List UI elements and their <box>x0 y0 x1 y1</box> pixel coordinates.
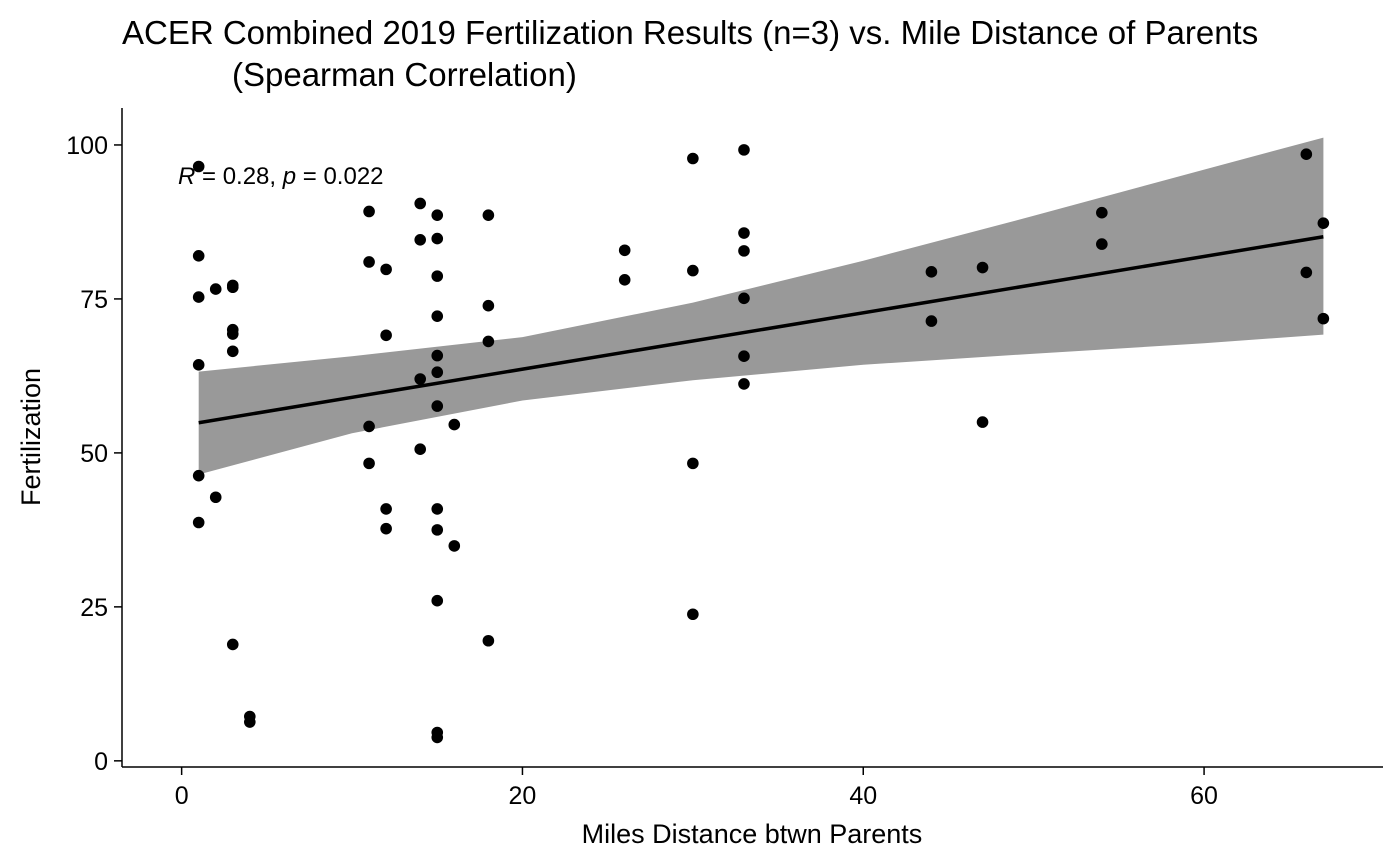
data-point <box>209 491 222 504</box>
data-point <box>414 443 427 456</box>
x-tick-label: 0 <box>175 782 189 810</box>
data-point <box>226 345 239 358</box>
x-tick-label: 40 <box>849 782 877 810</box>
data-point <box>687 152 699 165</box>
data-point <box>380 503 392 515</box>
y-tick-label: 25 <box>80 594 108 622</box>
data-point <box>431 503 444 515</box>
data-point <box>431 270 444 282</box>
data-point <box>431 349 444 362</box>
y-tick-label: 75 <box>80 286 108 314</box>
r-value: = 0.28, <box>195 163 282 190</box>
y-ticks: 0 25 50 75 100 <box>66 132 122 776</box>
data-point <box>482 299 495 312</box>
regression-line <box>198 234 1324 425</box>
data-point <box>1317 217 1330 229</box>
data-point <box>976 416 989 428</box>
data-point <box>431 400 444 412</box>
data-point <box>618 244 631 257</box>
chart-title: ACER Combined 2019 Fertilization Results… <box>122 14 1258 51</box>
y-tick-label: 100 <box>66 132 108 160</box>
data-point <box>192 291 205 303</box>
data-point <box>363 256 375 268</box>
data-point <box>738 227 750 239</box>
data-point <box>738 144 750 156</box>
data-point <box>738 350 750 363</box>
data-point <box>192 516 205 529</box>
data-point <box>687 457 699 470</box>
data-point <box>738 378 750 390</box>
data-point <box>380 329 392 342</box>
data-point <box>192 160 205 173</box>
data-point <box>414 234 427 246</box>
data-point <box>448 540 461 552</box>
data-point <box>431 731 444 744</box>
data-point <box>431 310 444 322</box>
data-point <box>1096 238 1108 250</box>
chart-subtitle: (Spearman Correlation) <box>232 56 577 93</box>
data-point <box>1317 312 1330 325</box>
data-point <box>431 232 444 245</box>
data-point <box>687 608 699 621</box>
data-point <box>482 634 495 647</box>
data-point <box>448 418 461 431</box>
x-axis-title: Miles Distance btwn Parents <box>582 819 923 849</box>
plot-area <box>192 137 1330 744</box>
data-point <box>738 245 750 257</box>
data-point <box>226 328 239 340</box>
data-point <box>431 524 444 536</box>
data-point <box>363 420 375 433</box>
data-point <box>192 469 205 482</box>
r-symbol: R <box>178 163 195 190</box>
p-symbol: p <box>282 163 296 190</box>
data-point <box>244 716 256 728</box>
data-point <box>482 209 495 221</box>
data-point <box>192 359 205 371</box>
data-point <box>431 209 444 221</box>
data-point <box>1300 266 1313 279</box>
p-value: = 0.022 <box>296 163 383 190</box>
data-point <box>380 522 392 535</box>
x-tick-label: 60 <box>1190 782 1218 810</box>
data-point <box>363 457 375 470</box>
y-tick-label: 0 <box>94 748 108 776</box>
data-point <box>226 281 239 294</box>
data-point <box>431 594 444 607</box>
y-tick-label: 50 <box>80 440 108 468</box>
data-point <box>209 283 222 295</box>
data-point <box>226 638 239 651</box>
correlation-annotation: R = 0.28, p = 0.022 <box>178 163 384 190</box>
data-point <box>1300 148 1313 160</box>
data-point <box>192 250 205 262</box>
data-point <box>618 274 631 286</box>
data-point <box>925 315 938 327</box>
data-point <box>414 197 427 210</box>
data-point <box>687 264 699 277</box>
data-point <box>431 366 444 379</box>
x-ticks: 0 20 40 60 <box>175 767 1218 810</box>
confidence-band <box>198 137 1324 475</box>
data-point <box>380 263 392 276</box>
chart-title-group: ACER Combined 2019 Fertilization Results… <box>122 14 1258 93</box>
data-point <box>738 292 750 305</box>
data-point <box>482 335 495 348</box>
axes: 0 20 40 60 0 25 50 75 100 <box>66 108 1383 810</box>
data-point <box>414 373 427 385</box>
y-axis-title: Fertilization <box>16 368 46 506</box>
data-point <box>363 205 375 218</box>
x-tick-label: 20 <box>509 782 537 810</box>
data-point <box>976 261 989 274</box>
data-point <box>925 266 938 278</box>
data-point <box>1096 206 1108 219</box>
